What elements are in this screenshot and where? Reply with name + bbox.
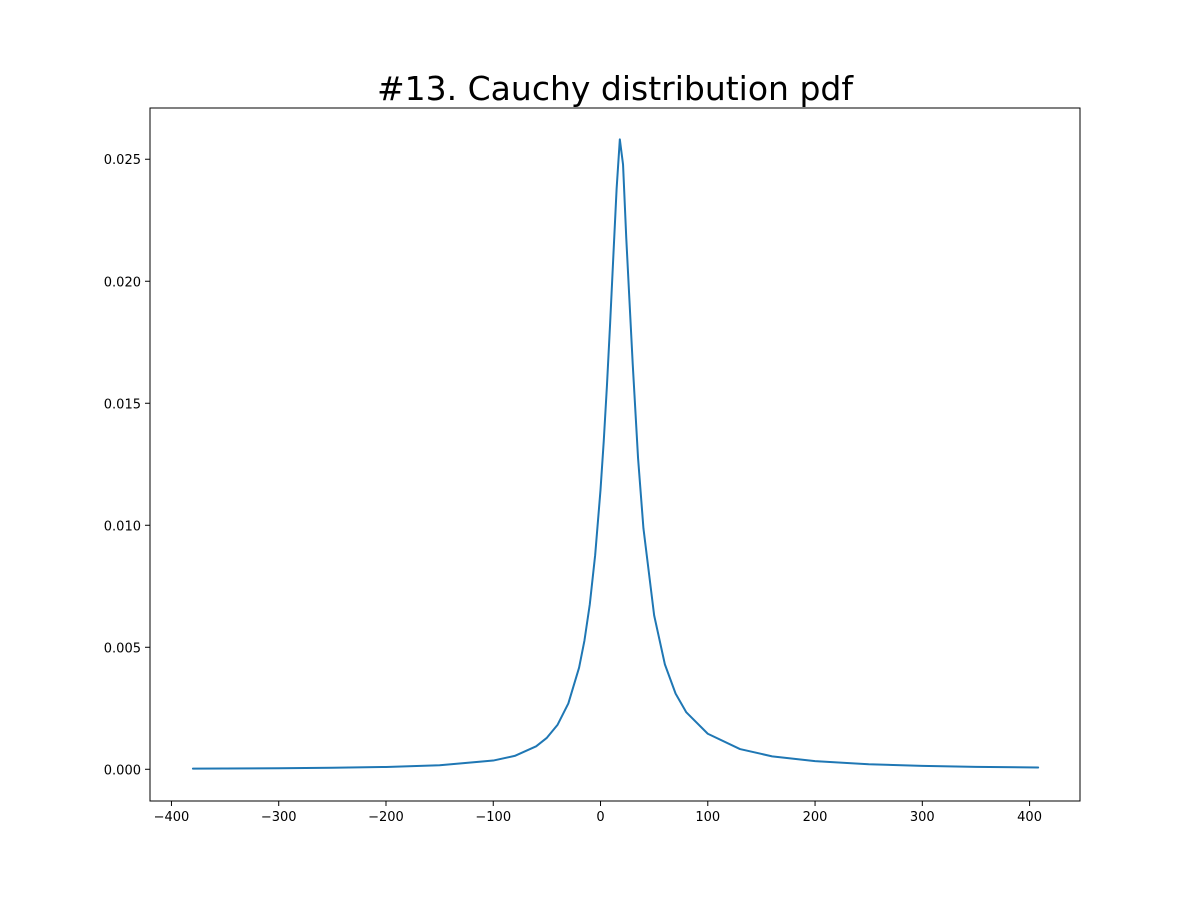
x-tick-label: 300 — [910, 810, 935, 825]
x-tick-label: −100 — [475, 810, 511, 825]
x-tick-label: −200 — [368, 810, 404, 825]
y-tick-label: 0.025 — [104, 153, 141, 168]
y-tick-label: 0.000 — [104, 763, 141, 778]
chart-title: #13. Cauchy distribution pdf — [377, 69, 854, 108]
x-tick-label: −300 — [261, 810, 297, 825]
y-tick-label: 0.010 — [104, 519, 141, 534]
x-tick-label: 0 — [596, 810, 604, 825]
x-tick-label: 400 — [1017, 810, 1042, 825]
y-tick-label: 0.005 — [104, 641, 141, 656]
y-tick-label: 0.020 — [104, 275, 141, 290]
plot-area-frame — [149, 107, 1081, 802]
x-axis: −400 −300 −200 −100 0 100 200 300 400 — [154, 801, 1042, 825]
y-tick-label: 0.015 — [104, 397, 141, 412]
x-tick-label: −400 — [154, 810, 190, 825]
series-line-pdf — [191, 138, 1040, 770]
y-axis: 0.000 0.005 0.010 0.015 0.020 0.025 — [104, 153, 150, 778]
x-tick-label: 200 — [803, 810, 828, 825]
x-tick-label: 100 — [695, 810, 720, 825]
